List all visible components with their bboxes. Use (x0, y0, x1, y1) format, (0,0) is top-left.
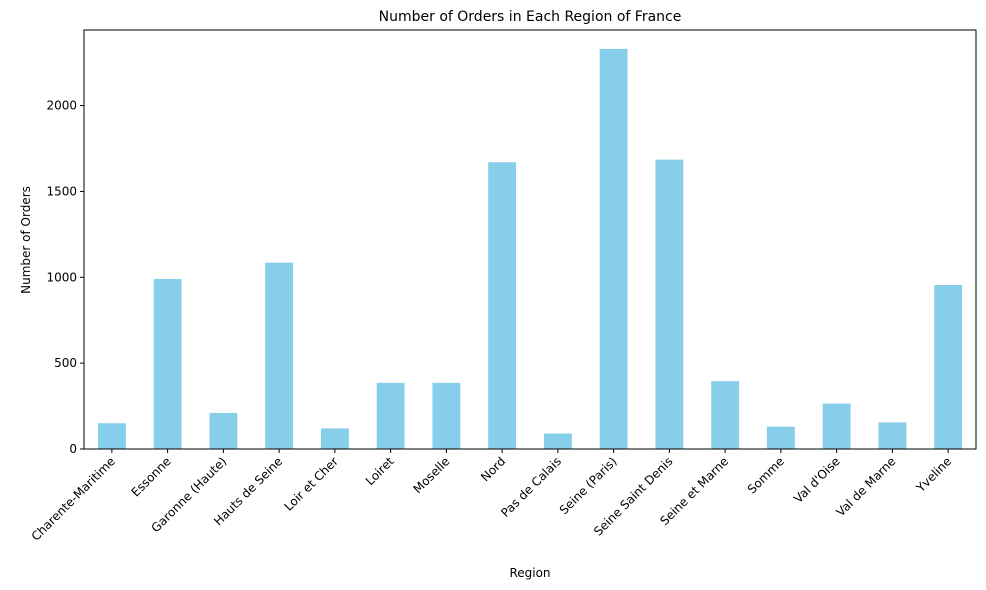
x-tick-label: Val de Marne (833, 454, 898, 519)
bar (822, 403, 851, 449)
x-tick-label: Yveline (913, 454, 954, 495)
bar (209, 412, 238, 449)
bar (934, 285, 963, 449)
y-tick-label: 1000 (46, 270, 77, 284)
x-tick-label: Val d'Oise (791, 454, 843, 506)
bar (97, 423, 126, 449)
x-axis-label: Region (509, 566, 550, 580)
bar (766, 426, 795, 449)
x-tick-label: Loir et Cher (282, 454, 342, 514)
y-axis-label: Number of Orders (19, 186, 33, 294)
bar (655, 159, 684, 449)
bar (376, 382, 405, 449)
bar (265, 262, 294, 449)
bar (153, 279, 182, 449)
x-tick-label: Nord (478, 454, 508, 484)
y-tick-label: 500 (54, 356, 77, 370)
chart-title: Number of Orders in Each Region of Franc… (379, 9, 682, 25)
bars-layer (97, 48, 963, 450)
bar (878, 422, 907, 449)
x-tick-label: Loiret (363, 454, 397, 488)
x-tick-label: Somme (745, 454, 787, 496)
y-tick-label: 0 (69, 442, 77, 456)
bar (320, 428, 349, 449)
bar (432, 382, 461, 449)
bar (599, 48, 628, 449)
x-tick-label: Charente-Maritime (29, 454, 118, 543)
x-tick-label: Moselle (411, 454, 453, 496)
x-tick-label: Seine (Paris) (557, 454, 620, 517)
y-tick-label: 2000 (46, 99, 77, 113)
plot-frame (83, 29, 977, 450)
bar (488, 162, 517, 450)
bar (543, 433, 572, 449)
y-axis: 0 500 1000 1500 2000 (46, 99, 84, 456)
bar (711, 381, 740, 449)
x-tick-label: Essonne (128, 454, 173, 499)
y-tick-label: 1500 (46, 184, 77, 198)
